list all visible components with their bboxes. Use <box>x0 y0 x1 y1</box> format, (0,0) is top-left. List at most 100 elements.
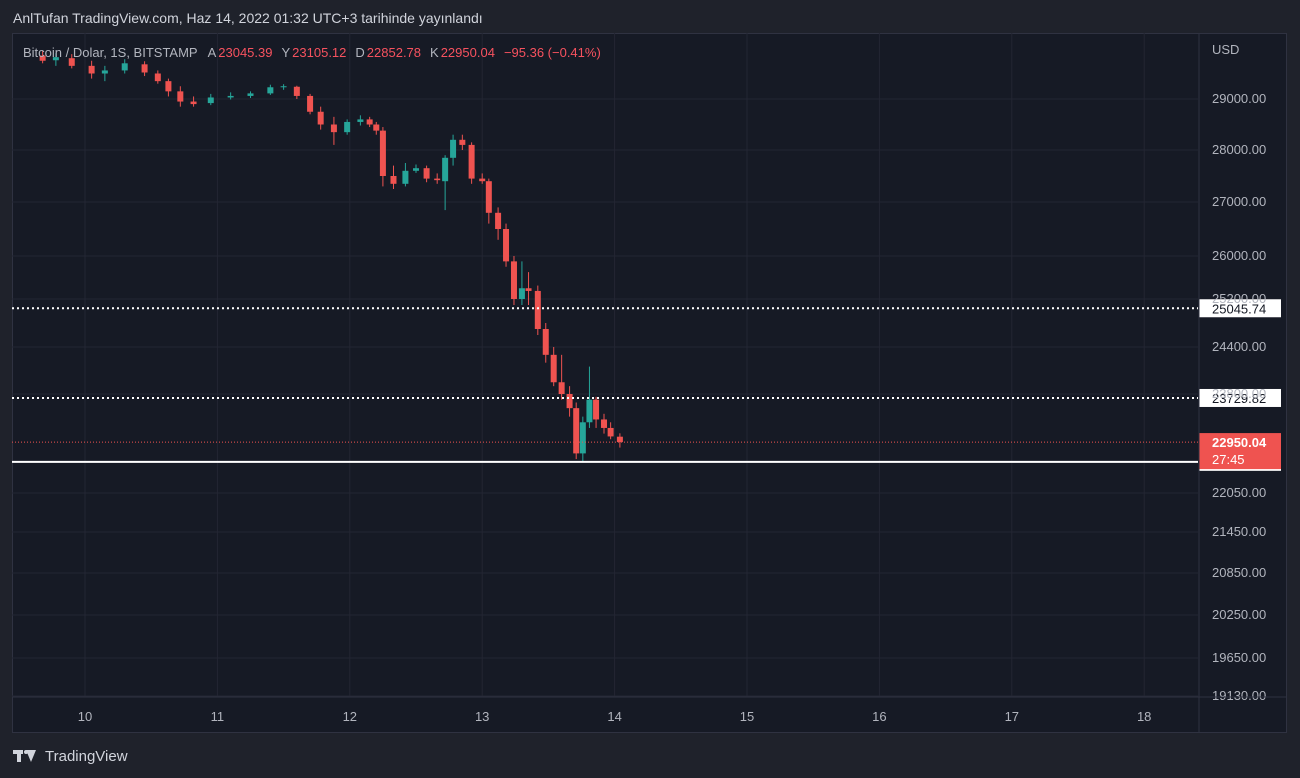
candle <box>373 121 380 135</box>
candle-body <box>542 329 549 355</box>
candle-body <box>165 81 172 92</box>
candle-body <box>434 178 441 181</box>
close-value: 22950.04 <box>440 45 495 60</box>
candle-body <box>550 354 557 383</box>
open-value: 23045.39 <box>218 45 273 60</box>
x-tick-label: 13 <box>475 709 489 724</box>
x-tick-label: 12 <box>343 709 357 724</box>
candle-body <box>525 288 532 291</box>
candle <box>450 134 457 166</box>
candle <box>601 413 608 434</box>
candle <box>177 86 184 107</box>
candle <box>267 84 274 95</box>
candle <box>121 59 128 74</box>
candle-body <box>558 382 565 394</box>
candle-body <box>601 419 608 428</box>
candle <box>586 366 593 428</box>
candle <box>607 422 614 440</box>
candle-body <box>121 63 128 71</box>
low-value: 22852.78 <box>366 45 422 60</box>
candle-body <box>459 139 466 145</box>
candle-body <box>39 55 46 61</box>
y-tick-label: 19650.00 <box>1212 650 1266 665</box>
level-label: 25045.74 <box>1212 301 1266 316</box>
candle-body <box>317 111 324 125</box>
x-tick-label: 15 <box>740 709 754 724</box>
y-tick-label: 24400.00 <box>1212 339 1266 354</box>
change-value: −95.36 (−0.41%) <box>503 45 601 60</box>
candles-layer <box>39 50 623 462</box>
candle <box>479 173 486 184</box>
y-tick-label: 20850.00 <box>1212 565 1266 580</box>
candle <box>616 433 623 448</box>
candle <box>413 164 419 173</box>
y-tick-label: 28000.00 <box>1212 142 1266 157</box>
candle <box>154 70 161 84</box>
x-tick-label: 14 <box>607 709 621 724</box>
candle <box>357 115 364 126</box>
candle-body <box>68 58 75 66</box>
time-axis: 10 11 12 13 14 15 16 17 18 <box>12 696 1287 724</box>
candle-body <box>177 91 184 102</box>
candle <box>503 223 510 267</box>
candle <box>344 119 351 135</box>
candle-body <box>390 176 397 184</box>
candle-body <box>566 394 573 409</box>
candle-body <box>207 97 214 104</box>
candle <box>579 416 586 462</box>
candle-body <box>267 87 274 94</box>
candle <box>442 155 449 211</box>
candle-body <box>413 168 419 171</box>
candle <box>510 256 517 305</box>
candle <box>247 91 254 98</box>
candle-body <box>423 168 430 179</box>
candle-body <box>573 408 580 454</box>
high-label: Y <box>281 45 291 60</box>
candle-body <box>154 73 161 82</box>
x-tick-label: 17 <box>1005 709 1019 724</box>
grid-lines <box>12 33 1198 697</box>
candle <box>542 323 549 363</box>
candle <box>593 396 600 428</box>
candle <box>495 207 502 240</box>
candle <box>550 347 557 387</box>
candle-body <box>247 93 254 96</box>
candle <box>101 65 108 82</box>
candle-body <box>52 57 59 61</box>
x-tick-label: 16 <box>872 709 886 724</box>
candle-body <box>579 422 586 454</box>
footer-brand[interactable]: TradingView <box>13 746 128 766</box>
candle <box>293 85 300 99</box>
candle-body <box>616 436 623 443</box>
candle <box>330 116 337 145</box>
candle-body <box>379 130 386 176</box>
candle-body <box>293 86 300 96</box>
price-axis: USD 29000.00 28000.00 27000.00 26000.00 25200… <box>1198 33 1266 733</box>
candle-body <box>479 178 486 182</box>
candle-body <box>510 261 517 299</box>
candle <box>68 54 75 69</box>
candle <box>366 116 373 128</box>
y-tick-label: 25200.00 <box>1212 291 1266 306</box>
candle <box>459 134 466 150</box>
candle <box>573 402 580 460</box>
currency-label: USD <box>1212 42 1239 57</box>
symbol-label[interactable]: Bitcoin / Dolar, 1S, BITSTAMP <box>23 45 198 60</box>
tradingview-logo-icon <box>13 746 39 766</box>
bar-countdown-label: 27:45 <box>1212 452 1245 467</box>
candle-body <box>373 124 380 131</box>
candle-body <box>357 119 364 122</box>
candle <box>558 354 565 400</box>
level-label-box <box>1199 388 1281 407</box>
candle <box>190 96 197 107</box>
candle-body <box>344 121 351 133</box>
candle <box>518 261 525 305</box>
level-label: 23729.82 <box>1212 391 1266 406</box>
candle <box>317 106 324 130</box>
candle <box>88 60 95 79</box>
candle <box>52 53 59 66</box>
y-tick-label: 29000.00 <box>1212 91 1266 106</box>
y-tick-label: 22050.00 <box>1212 485 1266 500</box>
candle <box>227 92 234 100</box>
